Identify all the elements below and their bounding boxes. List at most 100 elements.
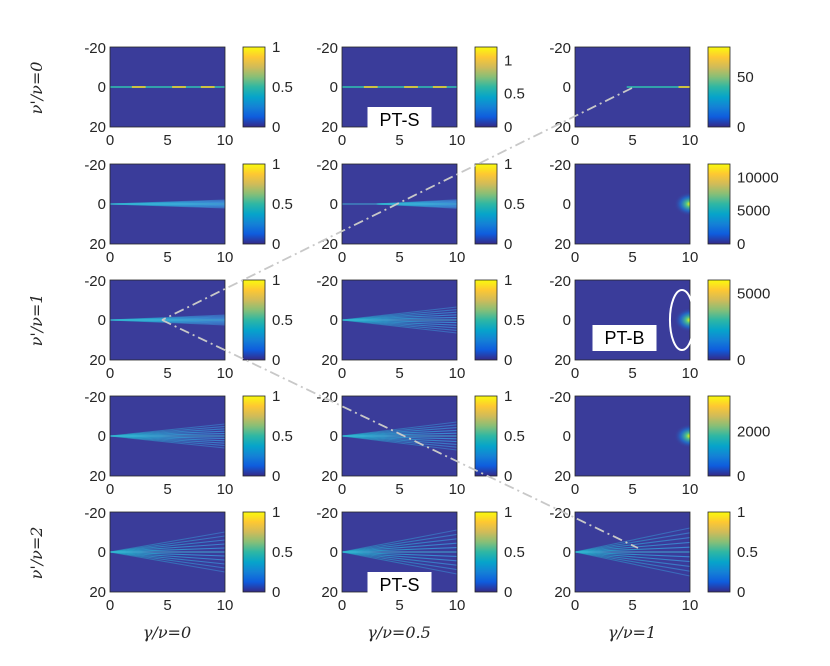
x-tick-label: 10 bbox=[682, 365, 699, 382]
x-tick-label: 5 bbox=[163, 365, 171, 382]
fan-ray bbox=[342, 551, 457, 557]
x-tick-label: 5 bbox=[163, 132, 171, 149]
colorbar bbox=[474, 46, 498, 128]
axes-frame bbox=[109, 163, 226, 245]
callout-box bbox=[367, 107, 432, 133]
colorbar-tick-label: 50 bbox=[737, 69, 754, 86]
x-tick-label: 5 bbox=[163, 481, 171, 498]
colorbar-tick-label: 1 bbox=[272, 388, 280, 405]
colorbar-tick-label: 0.5 bbox=[272, 196, 293, 213]
y-tick-label: 20 bbox=[321, 468, 338, 485]
x-tick-label: 5 bbox=[395, 597, 403, 614]
colorbar-tick-label: 1 bbox=[504, 272, 512, 289]
axes-frame bbox=[109, 279, 226, 361]
fan-ray bbox=[110, 203, 225, 209]
fan-ray bbox=[342, 551, 457, 562]
heatmap-content bbox=[342, 306, 457, 334]
y-tick-label: 20 bbox=[321, 236, 338, 253]
colorbar-tick-label: 0 bbox=[737, 584, 745, 601]
y-tick-label: 20 bbox=[89, 119, 106, 136]
y-tick-label: -20 bbox=[84, 389, 106, 406]
guide-line-lower bbox=[161, 319, 639, 549]
x-tick-label: 10 bbox=[449, 597, 466, 614]
x-tick-label: 10 bbox=[682, 132, 699, 149]
axes-frame bbox=[574, 395, 691, 477]
colorbar-tick-label: 5000 bbox=[737, 285, 770, 302]
colorbar bbox=[242, 46, 266, 128]
fan-ray bbox=[575, 527, 690, 553]
x-tick-label: 10 bbox=[217, 597, 234, 614]
heatmap-content bbox=[110, 531, 225, 573]
colorbar bbox=[242, 511, 266, 593]
callout-label: PT-B bbox=[604, 328, 644, 348]
colorbar-tick-label: 0 bbox=[737, 468, 745, 485]
colorbar-tick-label: 0.5 bbox=[504, 196, 525, 213]
labels-layer: ν'/ν=0 ν'/ν=1 ν'/ν=2 γ/ν=0 γ/ν=0.5 γ/ν=1 bbox=[27, 62, 656, 642]
y-tick-label: -20 bbox=[316, 505, 338, 522]
overlay-layer bbox=[161, 87, 639, 549]
colorbar-tick-label: 0 bbox=[504, 584, 512, 601]
y-tick-label: -20 bbox=[84, 157, 106, 174]
fan-ray bbox=[575, 551, 690, 577]
x-tick-label: 5 bbox=[395, 249, 403, 266]
row-label-0: ν'/ν=0 bbox=[27, 62, 46, 115]
heatmap-content bbox=[674, 424, 690, 448]
colorbar-tick-label: 0.5 bbox=[272, 312, 293, 329]
colorbar bbox=[474, 279, 498, 361]
fan-ray bbox=[342, 551, 457, 566]
fan-ray bbox=[110, 199, 225, 205]
fan-ray bbox=[110, 543, 225, 553]
colorbar-tick-label: 0 bbox=[272, 352, 280, 369]
axes-frame bbox=[574, 163, 691, 245]
fan-ray bbox=[342, 551, 457, 575]
fan-ray bbox=[110, 551, 225, 565]
colorbar-tick-label: 0.5 bbox=[737, 544, 758, 561]
y-tick-label: -20 bbox=[84, 40, 106, 57]
fan-ray bbox=[110, 551, 225, 569]
colorbar bbox=[707, 395, 731, 477]
fan-ray bbox=[575, 541, 690, 553]
axes-frame bbox=[109, 395, 226, 477]
fan-ray bbox=[575, 551, 690, 572]
axes-frame bbox=[341, 395, 458, 477]
y-tick-label: 0 bbox=[330, 428, 338, 445]
callout-label: PT-S bbox=[379, 575, 419, 595]
y-tick-label: -20 bbox=[549, 389, 571, 406]
fan-ray bbox=[342, 319, 457, 334]
fan-ray bbox=[110, 535, 225, 553]
y-tick-label: 0 bbox=[330, 196, 338, 213]
heatmap-background bbox=[575, 164, 690, 244]
colorbar-tick-label: 0 bbox=[504, 352, 512, 369]
fan-ray bbox=[575, 546, 690, 553]
axes-frame bbox=[341, 279, 458, 361]
x-tick-label: 5 bbox=[628, 249, 636, 266]
y-tick-label: 20 bbox=[321, 119, 338, 136]
colorbar-tick-label: 0.5 bbox=[504, 428, 525, 445]
colorbar-tick-label: 0 bbox=[272, 236, 280, 253]
colorbar-tick-label: 0 bbox=[504, 236, 512, 253]
x-tick-label: 5 bbox=[628, 597, 636, 614]
x-tick-label: 0 bbox=[338, 481, 346, 498]
x-tick-label: 0 bbox=[571, 365, 579, 382]
y-tick-label: -20 bbox=[316, 157, 338, 174]
x-tick-label: 0 bbox=[338, 249, 346, 266]
guide-line-upper bbox=[161, 87, 633, 321]
hotspot bbox=[674, 424, 690, 448]
colorbar-tick-label: 0 bbox=[272, 468, 280, 485]
column-label-0: γ/ν=0 bbox=[143, 623, 191, 642]
colorbar bbox=[242, 395, 266, 477]
axes-frame bbox=[341, 163, 458, 245]
x-tick-label: 10 bbox=[449, 249, 466, 266]
colorbar bbox=[707, 46, 731, 128]
axes-frame bbox=[574, 46, 691, 128]
y-tick-label: 0 bbox=[98, 312, 106, 329]
fan-ray bbox=[575, 551, 690, 563]
x-tick-label: 10 bbox=[449, 481, 466, 498]
